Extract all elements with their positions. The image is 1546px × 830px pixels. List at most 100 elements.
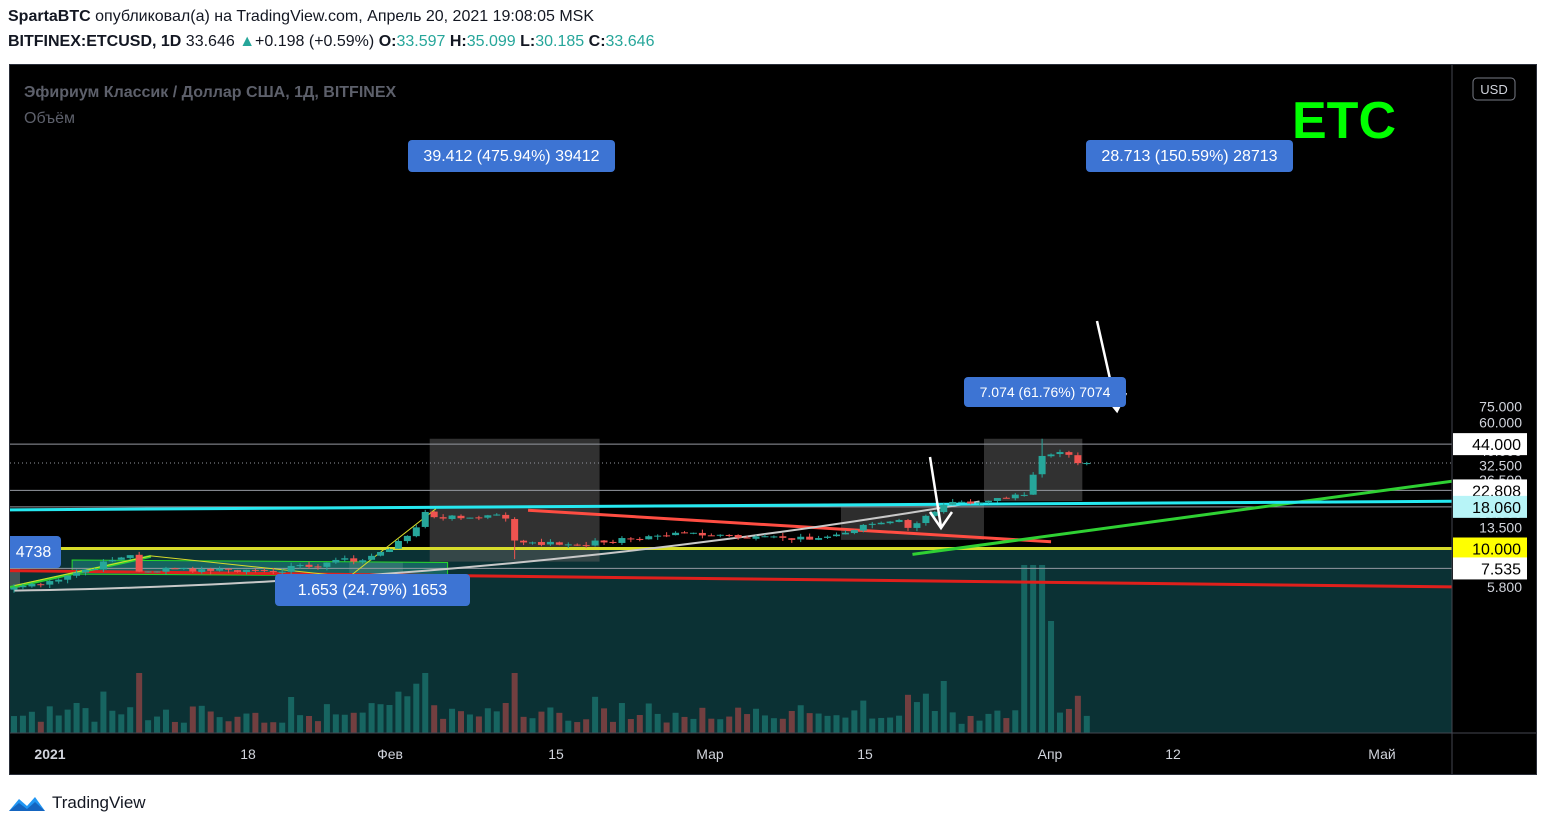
candle	[73, 572, 81, 576]
volume-bar	[109, 710, 116, 733]
volume-bar	[19, 715, 26, 733]
arrow-marker	[928, 511, 954, 531]
volume-bar	[770, 718, 777, 733]
volume-bar	[225, 721, 232, 733]
volume-bar	[297, 715, 304, 733]
candle	[430, 511, 438, 518]
candle	[600, 540, 608, 543]
volume-bar	[180, 722, 187, 733]
price-tag-text: 7.535	[1481, 561, 1521, 578]
price-tick-label: 32.500	[1479, 457, 1522, 473]
volume-bar	[931, 711, 938, 733]
up-arrow-icon: ▲	[239, 33, 256, 50]
candle	[1011, 494, 1019, 499]
candle	[108, 560, 116, 562]
high-value: 35.099	[466, 33, 516, 50]
candle	[591, 540, 599, 546]
currency-badge[interactable]	[1472, 77, 1516, 101]
volume-bar	[136, 673, 143, 733]
volume-bar	[270, 722, 277, 733]
volume-bar	[1083, 715, 1090, 733]
candle	[99, 561, 107, 570]
publish-info: SpartaBTC опубликовал(а) на TradingView.…	[8, 8, 594, 26]
measure-label-box	[408, 140, 615, 172]
price-tick-label: 60.000	[1479, 414, 1522, 430]
volume-bar	[314, 721, 321, 733]
volume-bar	[171, 721, 178, 733]
price-tag	[1453, 495, 1527, 518]
candle	[520, 540, 528, 543]
volume-bar	[806, 713, 813, 733]
volume-bar	[162, 709, 169, 733]
volume-bar	[127, 707, 134, 733]
volume-bar	[118, 714, 125, 733]
candle	[922, 515, 930, 524]
candle	[1065, 452, 1073, 455]
volume-bar	[55, 715, 62, 733]
candle	[582, 545, 590, 547]
candle	[198, 569, 206, 573]
volume-bar	[574, 722, 581, 733]
candle	[475, 517, 483, 519]
descending-trend-line	[527, 508, 1052, 544]
footer: TradingView	[8, 790, 146, 816]
volume-bar	[154, 716, 161, 733]
chart-panel[interactable]: 75.00060.00048.00040.00032.50026.50020.5…	[9, 64, 1537, 775]
low-value: 30.185	[535, 33, 585, 50]
candle	[332, 559, 340, 563]
volume-bar	[860, 700, 867, 733]
candle	[162, 567, 170, 572]
volume-bar	[815, 713, 822, 733]
volume-bar	[735, 707, 742, 733]
candle	[189, 568, 197, 572]
candle	[993, 498, 1001, 501]
volume-bar	[100, 691, 107, 733]
candle	[895, 519, 903, 522]
volume-bar	[842, 717, 849, 733]
candle	[1074, 455, 1082, 464]
candle	[797, 536, 805, 540]
high-label: H:	[449, 33, 467, 50]
volume-bar	[654, 713, 661, 733]
symbol-name[interactable]: BITFINEX:ETCUSD, 1D	[8, 33, 182, 50]
volume-bar	[887, 717, 894, 733]
volume-bar	[404, 696, 411, 733]
candle	[484, 515, 492, 518]
footer-brand[interactable]: TradingView	[52, 793, 146, 812]
price-axis[interactable]	[1452, 65, 1536, 774]
price-tag-text: 18.060	[1472, 500, 1521, 517]
author-name[interactable]: SpartaBTC	[8, 8, 91, 25]
ascending-support-line	[912, 479, 1452, 556]
volume-bar	[422, 673, 429, 733]
candle	[502, 514, 510, 519]
volume-bar	[869, 718, 876, 733]
volume-bar	[1065, 708, 1072, 733]
candle	[421, 511, 429, 527]
time-tick-label: Мар	[696, 746, 724, 762]
measure-label-box	[275, 574, 470, 606]
volume-bar	[636, 714, 643, 733]
measure-label-box	[10, 536, 61, 568]
volume-bar	[949, 712, 956, 733]
volume-bar	[261, 722, 268, 733]
candle	[859, 524, 867, 531]
candle	[904, 520, 912, 528]
candle	[296, 565, 304, 567]
volume-bar	[833, 715, 840, 733]
volume-bar	[1074, 695, 1081, 733]
volume-bar	[28, 711, 35, 733]
volume-bar	[744, 714, 751, 733]
volume-bar	[645, 703, 652, 733]
candle	[153, 571, 161, 573]
volume-bar	[341, 714, 348, 733]
measure-label-text: 1.653 (24.79%) 1653	[298, 582, 448, 599]
candle	[46, 581, 54, 585]
candle	[654, 535, 662, 537]
candle	[90, 569, 98, 571]
volume-bar	[413, 683, 420, 733]
price-tag-text: 44.000	[1472, 437, 1521, 454]
candle	[824, 536, 832, 538]
volume-bar	[529, 718, 536, 733]
price-chart[interactable]: 75.00060.00048.00040.00032.50026.50020.5…	[10, 65, 1536, 774]
candle	[940, 504, 948, 513]
